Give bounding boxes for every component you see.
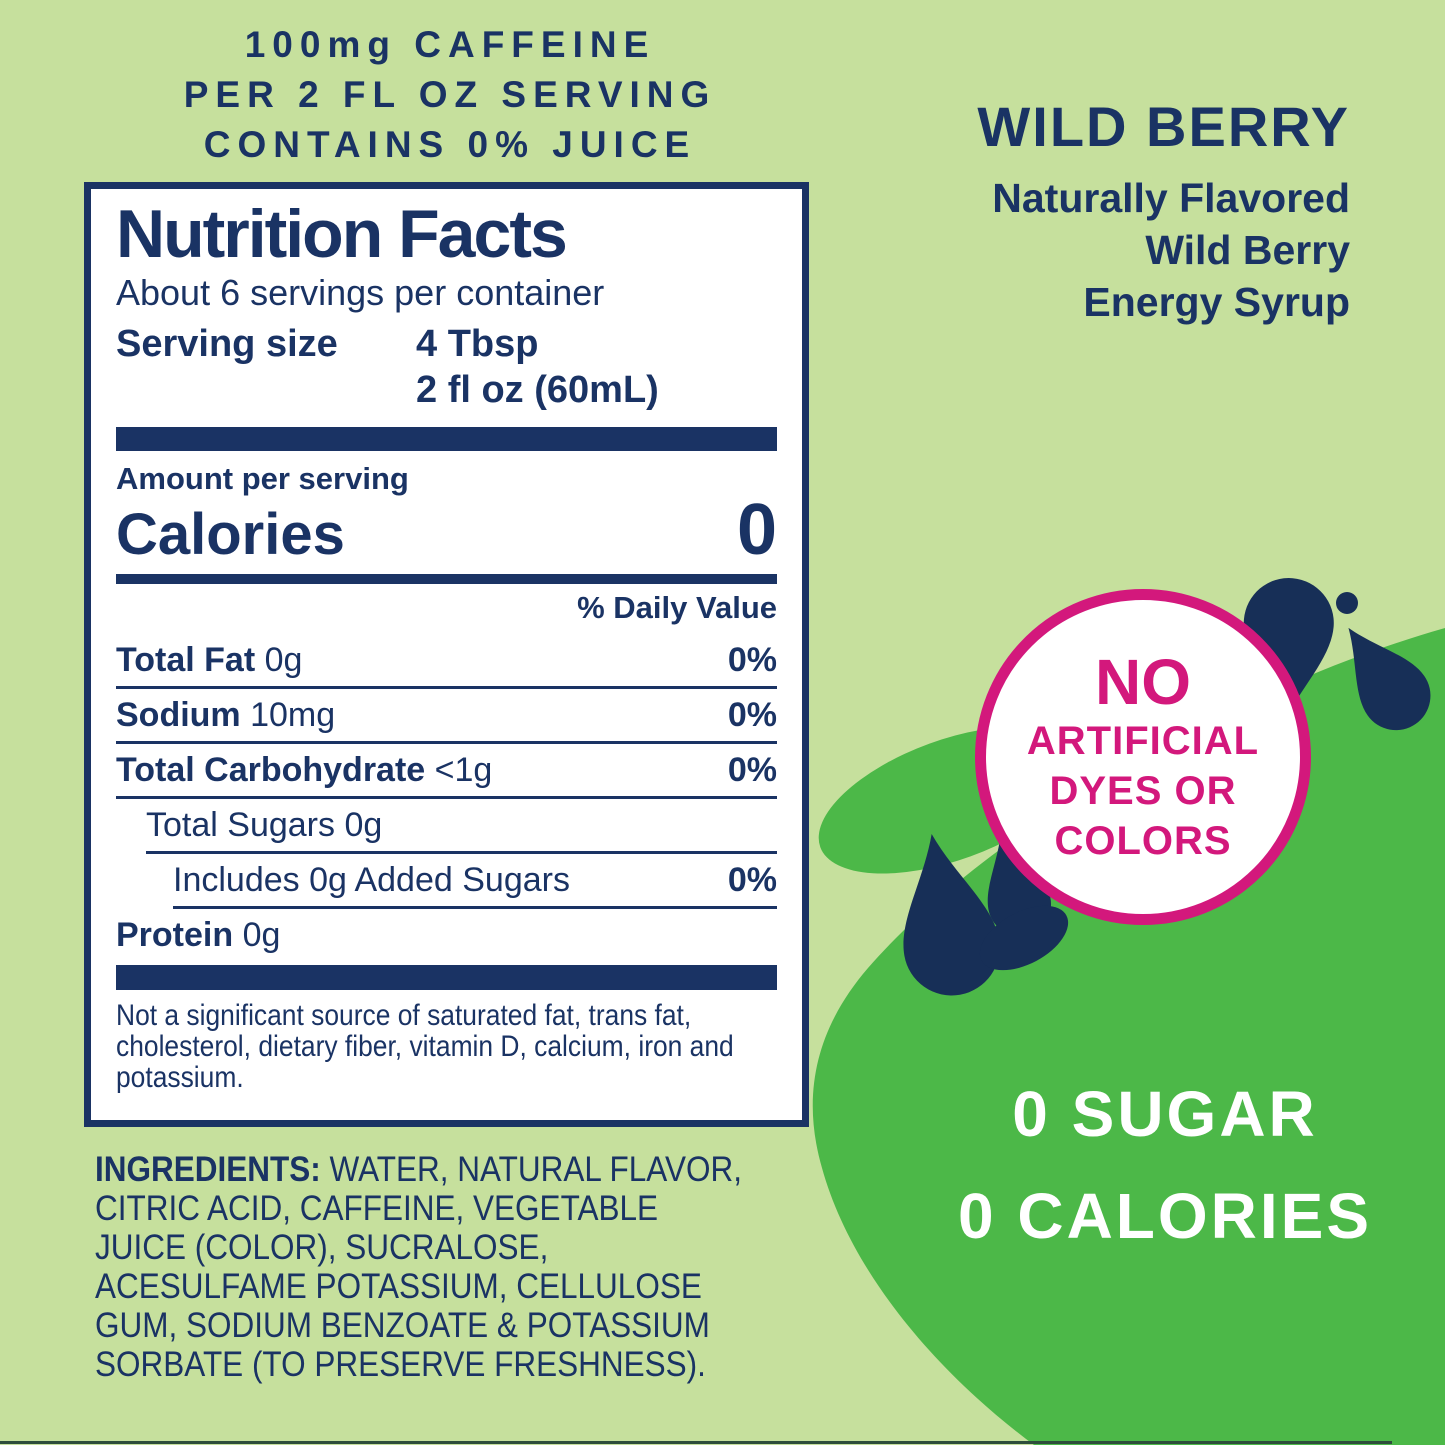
nutrient-daily-value: 0% <box>727 695 777 734</box>
nutrient-row: Total Sugars 0g <box>116 799 777 851</box>
flavor-panel: WILD BERRY Naturally Flavored Wild Berry… <box>750 96 1350 328</box>
divider-medium-bar <box>116 574 777 584</box>
flavor-subtitle-line: Energy Syrup <box>1083 279 1350 325</box>
caffeine-banner-line: CONTAINS 0% JUICE <box>203 124 697 165</box>
ingredients-statement: INGREDIENTS: WATER, NATURAL FLAVOR, CITR… <box>95 1150 745 1384</box>
ingredients-text: WATER, NATURAL FLAVOR, CITRIC ACID, CAFF… <box>95 1150 742 1384</box>
serving-size-label: Serving size <box>116 323 338 365</box>
flavor-title: WILD BERRY <box>977 95 1350 158</box>
nutrient-amount: 0g <box>335 805 383 844</box>
nutrient-daily-value: 0% <box>727 750 777 789</box>
nutrient-row: Total Fat 0g 0% <box>116 634 777 686</box>
ingredients-label: INGREDIENTS: <box>95 1150 321 1189</box>
nutrient-name: Includes 0g Added Sugars <box>173 860 570 899</box>
badge-line: COLORS <box>1054 819 1232 863</box>
nutrient-amount: 0g <box>255 640 303 679</box>
caffeine-banner-line: PER 2 FL OZ SERVING <box>183 74 717 115</box>
nutrient-daily-value: 0% <box>727 640 777 679</box>
badge-line: ARTIFICIAL <box>1026 719 1260 763</box>
calories-label: Calories <box>116 502 345 567</box>
nutrient-row: Includes 0g Added Sugars 0% <box>116 854 777 906</box>
nutrition-facts-title: Nutrition Facts <box>116 196 568 272</box>
nutrient-row: Sodium 10mg 0% <box>116 689 777 741</box>
badge-line: NO <box>1095 646 1191 718</box>
divider-thick-bar <box>116 427 777 451</box>
flavor-subtitle-line: Naturally Flavored <box>992 175 1350 221</box>
no-artificial-dyes-badge: NO ARTIFICIAL DYES OR COLORS <box>975 589 1311 925</box>
nutrient-rows: Total Fat 0g 0% Sodium 10mg 0% Total Carbohy… <box>116 634 777 961</box>
flavor-subtitle: Naturally Flavored Wild Berry Energy Syr… <box>750 172 1350 328</box>
nutrient-name: Sodium <box>116 695 241 734</box>
daily-value-header: % Daily Value <box>577 590 777 625</box>
nutrient-amount: <1g <box>425 750 493 789</box>
serving-size-row: Serving size 4 Tbsp 2 fl oz (60mL) <box>116 321 777 413</box>
nutrient-name: Total Carbohydrate <box>116 750 426 789</box>
bottom-edge-line <box>0 1441 1392 1444</box>
row-separator <box>116 741 777 744</box>
nutrient-amount: 0g <box>233 915 281 954</box>
caffeine-banner-line: 100mg CAFFEINE <box>244 24 656 65</box>
claim-zero-calories: 0 CALORIES <box>957 1180 1373 1252</box>
badge-line: DYES OR <box>1049 769 1237 813</box>
nutrient-row: Total Carbohydrate <1g 0% <box>116 744 777 796</box>
nutrient-name: Protein <box>116 915 234 954</box>
claim-zero-sugar: 0 SUGAR <box>1012 1078 1318 1150</box>
calories-value: 0 <box>736 490 777 570</box>
serving-size-value-line2: 2 fl oz (60mL) <box>416 369 659 411</box>
nutrition-footnote: Not a significant source of saturated fa… <box>116 999 734 1094</box>
row-separator <box>116 686 777 689</box>
divider-thick-bar-bottom <box>116 965 777 990</box>
nutrient-daily-value: 0% <box>727 860 777 899</box>
caffeine-banner: 100mg CAFFEINE PER 2 FL OZ SERVING CONTA… <box>55 20 845 170</box>
claims-block: 0 SUGAR 0 CALORIES <box>950 1078 1380 1252</box>
row-separator <box>116 796 777 799</box>
servings-per-container: About 6 servings per container <box>116 272 605 313</box>
droplet-splash-bottom-left-icon <box>903 830 1069 996</box>
serving-size-value: 4 Tbsp 2 fl oz (60mL) <box>416 321 659 413</box>
flavor-subtitle-line: Wild Berry <box>1145 227 1350 273</box>
calories-row: Calories 0 <box>116 490 777 570</box>
row-separator <box>146 851 777 854</box>
nutrient-name: Total Fat <box>116 640 256 679</box>
amount-per-serving-label: Amount per serving <box>116 461 409 496</box>
nutrient-row: Protein 0g <box>116 909 777 961</box>
serving-size-value-line1: 4 Tbsp <box>416 323 539 365</box>
nutrient-name: Total Sugars <box>146 805 335 844</box>
nutrient-amount: 10mg <box>240 695 336 734</box>
row-separator <box>173 906 777 909</box>
nutrition-facts-panel: Nutrition Facts About 6 servings per con… <box>84 182 809 1127</box>
